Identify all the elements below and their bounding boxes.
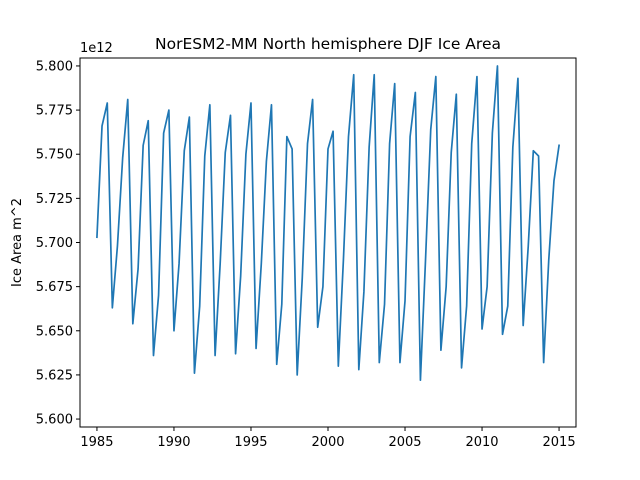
y-tick-label: 5.650: [36, 324, 73, 339]
x-tick-label: 2015: [543, 435, 576, 450]
y-tick-label: 5.775: [36, 104, 73, 119]
y-tick-label: 5.750: [36, 148, 73, 163]
x-tick-label: 2010: [465, 435, 498, 450]
y-tick-label: 5.700: [36, 236, 73, 251]
y-axis: 5.600 5.625 5.650 5.675 5.700 5.725 5.750 5.775…: [36, 59, 80, 428]
y-tick-label: 5.600: [36, 413, 73, 428]
x-tick-label: 2005: [388, 435, 421, 450]
y-tick-label: 5.725: [36, 192, 73, 207]
x-tick-label: 2000: [311, 435, 344, 450]
y-tick-label: 5.675: [36, 280, 73, 295]
x-tick-label: 1985: [80, 435, 113, 450]
y-tick-label: 5.625: [36, 368, 73, 383]
x-tick-label: 1990: [157, 435, 190, 450]
x-tick-label: 1995: [234, 435, 267, 450]
x-axis: 1985 1990 1995 2000 2005 2010 2015: [80, 427, 576, 450]
series-layer: [96, 65, 561, 382]
chart-title: NorESM2-MM North hemisphere DJF Ice Area: [155, 35, 501, 53]
y-offset-label: 1e12: [80, 41, 113, 56]
y-axis-label: Ice Area m^2: [10, 198, 25, 287]
y-tick-label: 5.800: [36, 59, 73, 74]
